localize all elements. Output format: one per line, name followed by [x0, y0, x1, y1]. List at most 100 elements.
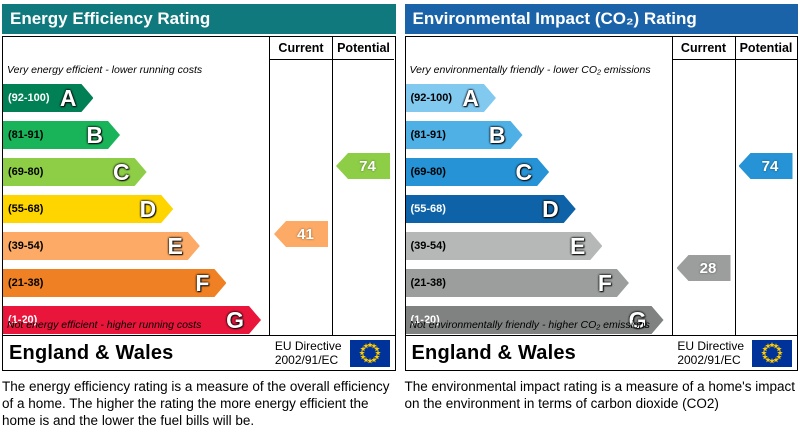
chart-title-bar: Energy Efficiency Rating [2, 4, 396, 34]
eu-directive-label: EU Directive 2002/91/EC [275, 339, 342, 368]
rating-band-bar-g: (1-20) G [3, 306, 261, 334]
rating-band-row: (39-54) E [406, 232, 672, 266]
eu-flag-icon [349, 339, 390, 367]
rating-band-row: (69-80) C [3, 158, 269, 192]
rating-band-row: (21-38) F [406, 269, 672, 303]
band-range-label: (92-100) [410, 92, 453, 104]
rating-band-bar-b: (81-91) B [3, 121, 120, 149]
rating-band-row: (81-91) B [3, 121, 269, 155]
band-range-label: (69-80) [410, 166, 446, 178]
band-letter: D [542, 196, 559, 222]
rating-band-bar-d: (55-68) D [3, 195, 173, 223]
rating-chart: Current Potential Very environmentally f… [404, 36, 798, 336]
eu-directive-line2: 2002/91/EC [274, 353, 339, 367]
band-letter: D [139, 196, 157, 222]
rating-band-bar-c: (69-80) C [406, 158, 550, 186]
potential-rating-arrow: 74 [738, 153, 793, 179]
current-rating-arrow: 41 [274, 221, 328, 247]
energy-efficiency-rating-panel: Energy Efficiency Rating Current Potenti… [2, 4, 396, 430]
current-column-header: Current [672, 37, 735, 60]
chart-title: Energy Efficiency Rating [10, 9, 211, 28]
band-range-label: (39-54) [410, 240, 446, 252]
chart-title-bar: Environmental Impact (CO₂) Rating [404, 4, 798, 34]
rating-band-row: (69-80) C [406, 158, 672, 192]
current-column-header: Current [270, 37, 332, 60]
rating-band-row: (92-100) A [3, 84, 269, 118]
potential-column-header: Potential [333, 37, 394, 60]
band-range-label: (69-80) [8, 166, 44, 178]
rating-band-row: (1-20) G [3, 306, 269, 340]
band-letter: C [515, 159, 533, 185]
rating-band-bar-a: (92-100) A [3, 84, 93, 112]
chart-description: The environmental impact rating is a mea… [404, 379, 796, 411]
region-label: England & Wales [9, 341, 174, 364]
band-letter: F [597, 270, 612, 296]
rating-band-row: (39-54) E [3, 232, 269, 266]
column-divider [269, 37, 270, 335]
band-range-label: (81-91) [8, 129, 44, 141]
band-letter: E [167, 233, 183, 259]
rating-band-bar-f: (21-38) F [406, 269, 629, 297]
rating-band-row: (81-91) B [406, 121, 672, 155]
current-rating-value: 41 [297, 225, 314, 243]
bottom-note: Not environmentally friendly - higher CO… [409, 319, 650, 331]
band-letter: B [86, 122, 104, 148]
rating-band-row: (55-68) D [3, 195, 269, 229]
band-letter: A [462, 85, 479, 111]
band-range-label: (21-38) [410, 277, 446, 289]
rating-band-row: (92-100) A [406, 84, 672, 118]
epc-charts: Energy Efficiency Rating Current Potenti… [2, 4, 798, 430]
chart-title: Environmental Impact (CO₂) Rating [412, 9, 697, 28]
rating-band-bar-a: (92-100) A [406, 84, 496, 112]
band-range-label: (1-20) [410, 314, 440, 326]
rating-band-bar-b: (81-91) B [406, 121, 523, 149]
rating-band-bar-c: (69-80) C [3, 158, 147, 186]
eu-directive-line1: EU Directive [274, 338, 342, 353]
eu-directive-line2: 2002/91/EC [677, 353, 741, 367]
band-range-label: (1-20) [8, 314, 38, 326]
band-letter: G [628, 307, 647, 333]
potential-rating-value: 74 [359, 157, 376, 175]
band-range-label: (55-68) [8, 203, 44, 215]
potential-rating-value: 74 [761, 157, 779, 175]
current-rating-value: 28 [699, 259, 717, 277]
bottom-note: Not energy efficient - higher running co… [7, 319, 202, 331]
rating-chart: Current Potential Very energy efficient … [2, 36, 396, 336]
rating-band-row: (55-68) D [406, 195, 672, 229]
rating-band-bar-g: (1-20) G [406, 306, 664, 334]
environmental-impact-rating-panel: Environmental Impact (CO₂) Rating Curren… [404, 4, 798, 430]
rating-band-bar-d: (55-68) D [406, 195, 576, 223]
band-letter: B [488, 122, 506, 148]
eu-directive-line1: EU Directive [677, 338, 744, 353]
rating-bands: (92-100) A (81-91) B (69-80) C (55-68) D (39-54)… [3, 81, 269, 340]
column-divider [332, 37, 333, 335]
eu-flag-icon [752, 339, 792, 367]
band-range-label: (81-91) [410, 129, 446, 141]
band-range-label: (92-100) [8, 92, 50, 104]
band-range-label: (39-54) [8, 240, 44, 252]
band-range-label: (55-68) [410, 203, 446, 215]
chart-footer: England & Wales EU Directive 2002/91/EC [2, 335, 396, 371]
rating-bands: (92-100) A (81-91) B (69-80) C (55-68) D (39-54)… [406, 81, 672, 340]
band-letter: A [59, 85, 77, 111]
band-letter: E [569, 233, 586, 259]
top-note: Very energy efficient - lower running co… [7, 64, 203, 76]
band-letter: C [113, 159, 130, 185]
rating-band-bar-f: (21-38) F [3, 269, 226, 297]
rating-band-bar-e: (39-54) E [406, 232, 603, 260]
band-letter: F [195, 270, 210, 296]
rating-band-row: (1-20) G [406, 306, 672, 340]
chart-description: The energy efficiency rating is a measur… [2, 379, 390, 428]
current-rating-arrow: 28 [676, 255, 731, 281]
column-divider [671, 37, 673, 335]
region-label: England & Wales [411, 341, 577, 364]
potential-rating-arrow: 74 [336, 153, 390, 179]
band-letter: G [226, 307, 245, 333]
potential-column-header: Potential [735, 37, 797, 60]
rating-band-row: (21-38) F [3, 269, 269, 303]
eu-directive-label: EU Directive 2002/91/EC [677, 339, 744, 368]
band-range-label: (21-38) [8, 277, 44, 289]
rating-band-bar-e: (39-54) E [3, 232, 200, 260]
chart-footer: England & Wales EU Directive 2002/91/EC [404, 335, 798, 371]
column-divider [734, 37, 736, 335]
